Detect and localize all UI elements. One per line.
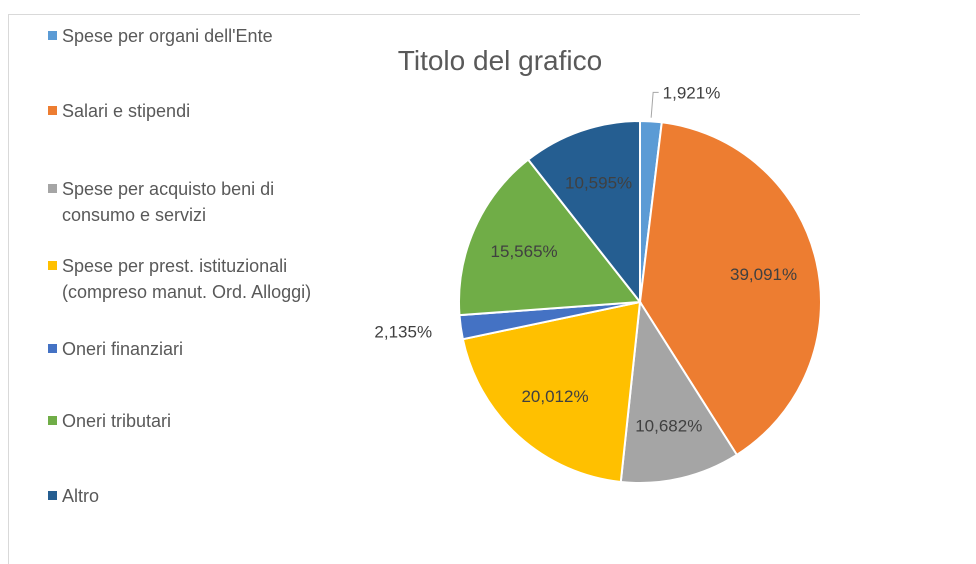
legend-swatch — [48, 491, 57, 500]
data-label: 2,135% — [374, 322, 432, 341]
legend-label: Oneri finanziari — [62, 339, 184, 359]
legend-item: Salari e stipendi — [48, 98, 330, 124]
legend-swatch — [48, 261, 57, 270]
legend-item: Spese per organi dell'Ente — [48, 23, 330, 49]
legend-swatch — [48, 106, 57, 115]
data-label: 1,921% — [663, 83, 721, 102]
legend-label: Spese per prest. istituzionali (compreso… — [62, 256, 312, 302]
legend-item: Oneri tributari — [48, 408, 330, 434]
pie-slice — [458, 158, 642, 317]
legend-swatch — [48, 344, 57, 353]
legend-item: Spese per acquisto beni di consumo e ser… — [48, 176, 330, 228]
legend-label: Salari e stipendi — [62, 101, 191, 121]
pie-slice — [619, 299, 739, 484]
legend-label: Spese per organi dell'Ente — [62, 26, 273, 46]
data-label: 15,565% — [491, 242, 558, 261]
data-label: 10,682% — [635, 416, 702, 435]
data-label: 39,091% — [730, 265, 797, 284]
data-label: 20,012% — [521, 387, 588, 406]
legend-item: Spese per prest. istituzionali (compreso… — [48, 253, 330, 305]
legend-swatch — [48, 31, 57, 40]
pie-slice — [461, 300, 642, 484]
legend-label: Oneri tributari — [62, 411, 172, 431]
data-label: 10,595% — [565, 173, 632, 192]
chart-frame — [8, 14, 860, 564]
legend-swatch — [48, 184, 57, 193]
legend-label: Altro — [62, 486, 100, 506]
pie-slice — [526, 119, 641, 305]
legend-item: Oneri finanziari — [48, 336, 330, 362]
legend-swatch — [48, 416, 57, 425]
legend-item: Altro — [48, 483, 330, 509]
chart-title: Titolo del grafico — [398, 45, 602, 76]
legend-label: Spese per acquisto beni di consumo e ser… — [62, 179, 275, 225]
leader-line — [650, 91, 659, 118]
